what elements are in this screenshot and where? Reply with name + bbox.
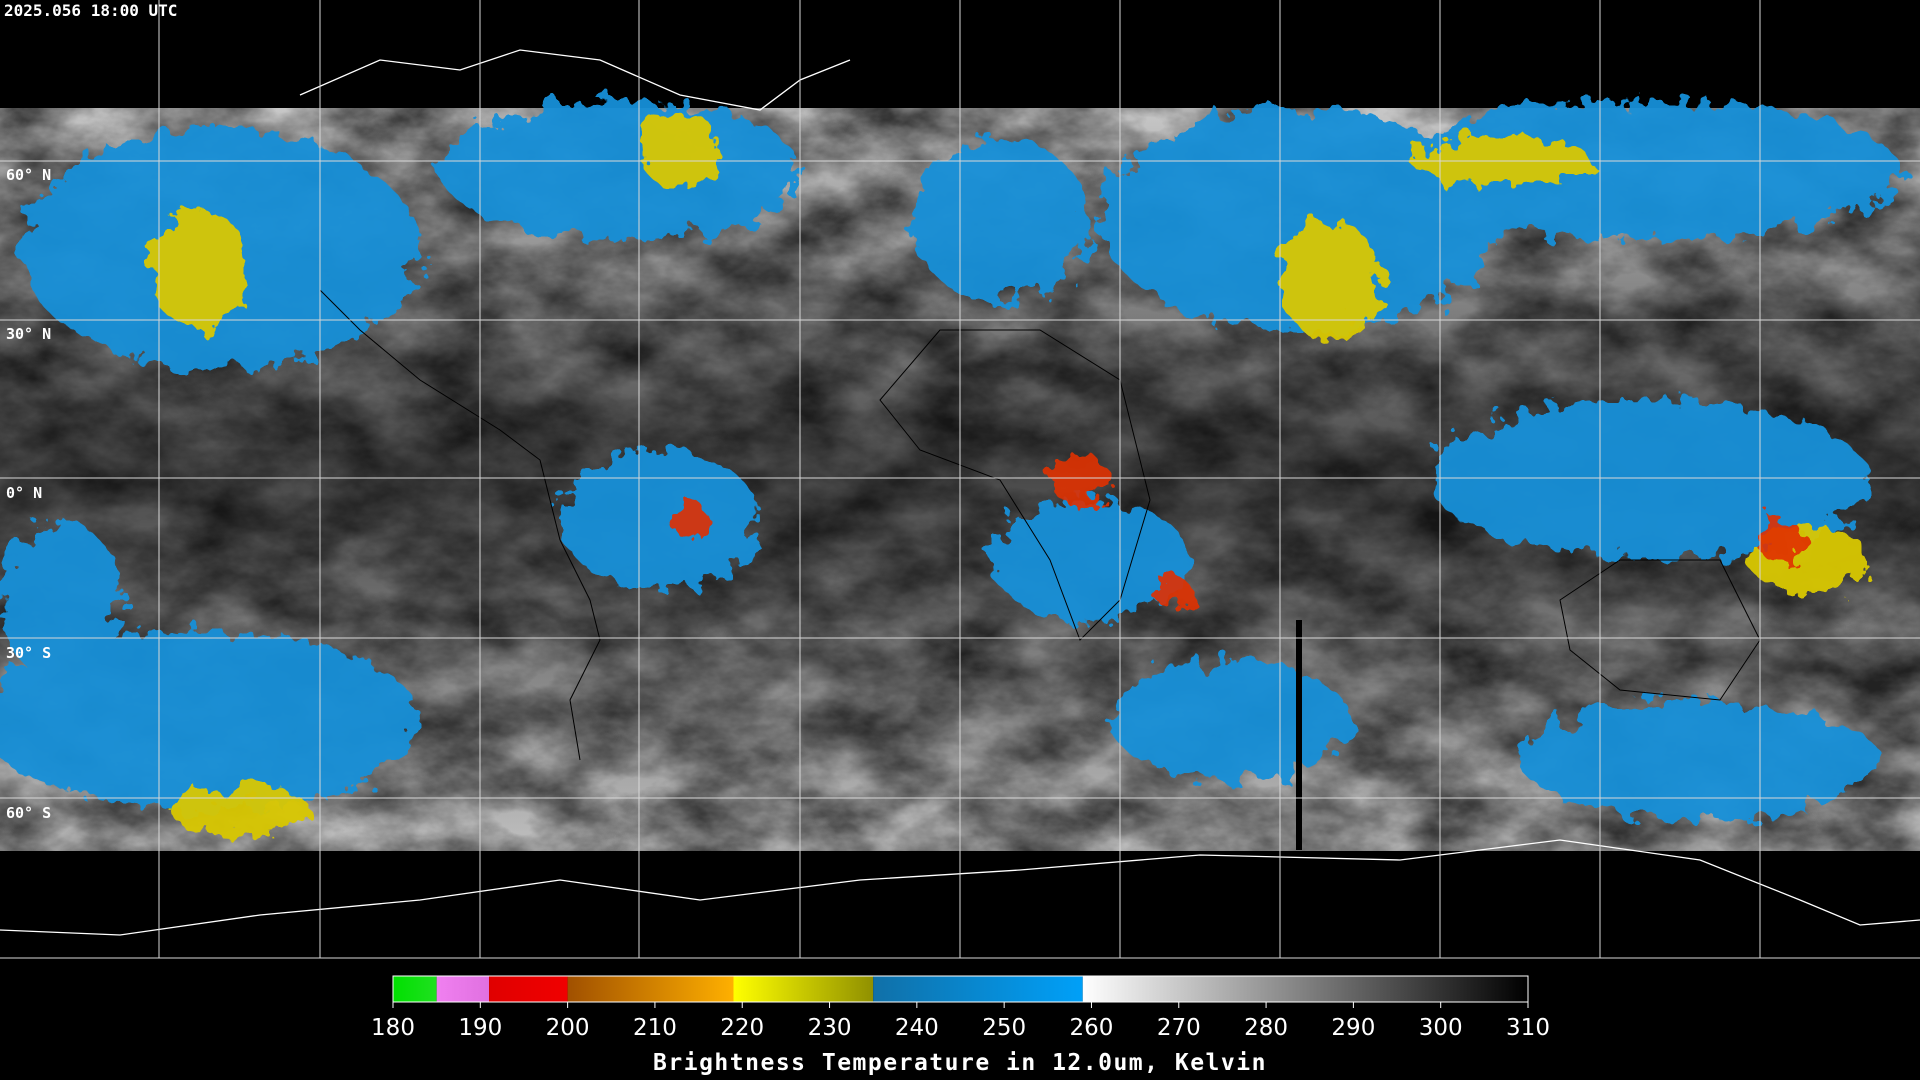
colorbar-tick-label: 260 <box>1070 1015 1114 1041</box>
lat-label: 30° N <box>6 325 51 343</box>
colorbar-tick-label: 270 <box>1157 1015 1201 1041</box>
colorbar: 180 190 200 210 220 230 240 250 260 270 280 290 300 3… <box>371 975 1550 1041</box>
colorbar-tick-label: 210 <box>633 1015 677 1041</box>
colorbar-segment <box>1082 976 1528 1002</box>
colorbar-tick-label: 300 <box>1419 1015 1463 1041</box>
graticule <box>0 0 1920 959</box>
colorbar-segment <box>436 976 490 1002</box>
timestamp: 2025.056 18:00 UTC <box>4 1 177 20</box>
colorbar-segment <box>873 976 1083 1002</box>
colorbar-frame <box>392 975 1529 1003</box>
lat-label: 0° N <box>6 484 42 502</box>
colorbar-segment <box>393 976 437 1002</box>
colorbar-tick-label: 280 <box>1244 1015 1288 1041</box>
colorbar-tick-label: 200 <box>546 1015 590 1041</box>
colorbar-tick-label: 240 <box>895 1015 939 1041</box>
colorbar-tick-label: 220 <box>720 1015 764 1041</box>
colorbar-segment <box>489 976 568 1002</box>
lat-label: 60° N <box>6 166 51 184</box>
colorbar-segment <box>567 976 734 1002</box>
colorbar-segment <box>733 976 874 1002</box>
colorbar-tick-label: 180 <box>371 1015 415 1041</box>
lat-label: 30° S <box>6 644 51 662</box>
colorbar-tick-label: 290 <box>1331 1015 1375 1041</box>
colorbar-tick-label: 310 <box>1506 1015 1550 1041</box>
colorbar-tick-label: 250 <box>982 1015 1026 1041</box>
colorbar-tick-label: 190 <box>458 1015 502 1041</box>
colorbar-tick-label: 230 <box>808 1015 852 1041</box>
colorbar-title: Brightness Temperature in 12.0um, Kelvin <box>653 1050 1267 1076</box>
latitude-labels: 60° N 30° N 0° N 30° S 60° S <box>6 166 51 822</box>
lat-label: 60° S <box>6 804 51 822</box>
